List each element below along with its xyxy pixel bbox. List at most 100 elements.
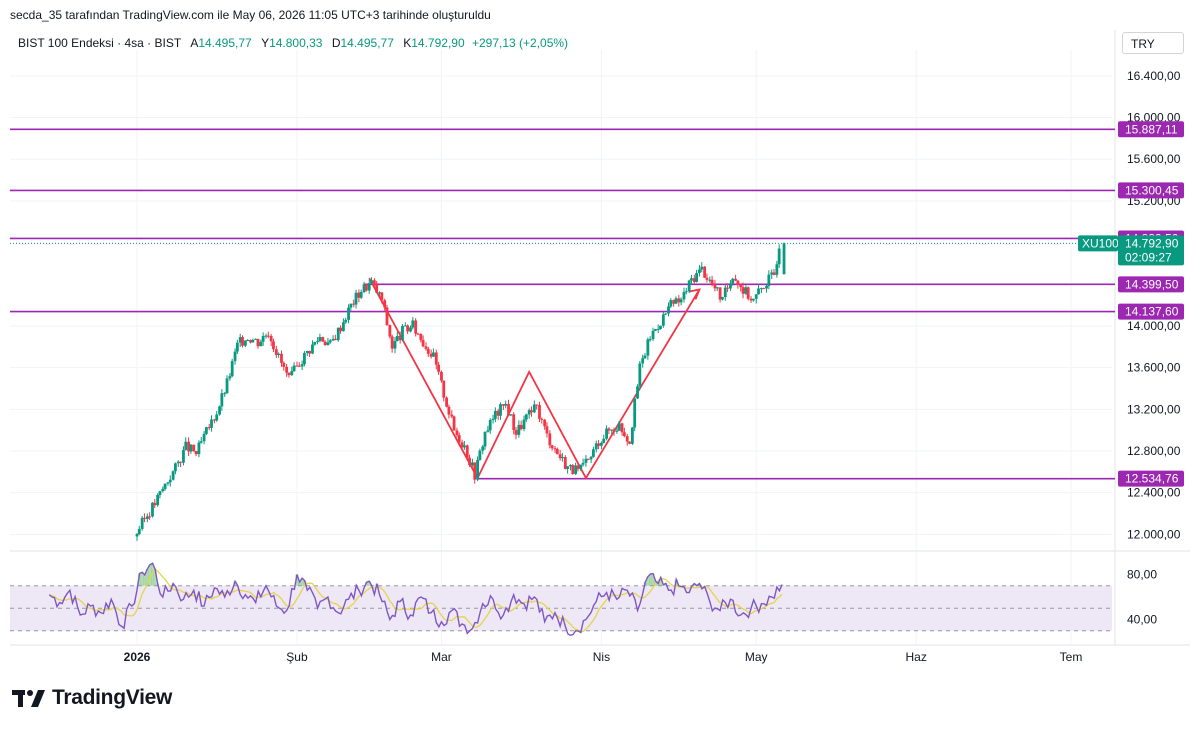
candle-body bbox=[667, 306, 670, 314]
candle-body bbox=[555, 448, 559, 455]
candle-body bbox=[455, 430, 459, 436]
level-price-tag-text: 15.300,45 bbox=[1125, 183, 1179, 197]
candle-body bbox=[504, 403, 508, 406]
candle-body bbox=[692, 278, 696, 282]
candle-body bbox=[207, 427, 211, 429]
candle-body bbox=[749, 298, 753, 301]
candle-body bbox=[462, 445, 466, 448]
pattern-arrowhead bbox=[689, 288, 701, 300]
horizontal-levels bbox=[10, 128, 1115, 480]
candle-body bbox=[591, 449, 595, 457]
rsi-line bbox=[48, 562, 783, 637]
candle-body bbox=[703, 266, 707, 278]
candle-body bbox=[432, 352, 435, 357]
time-tick-label: Nis bbox=[593, 650, 610, 664]
tradingview-logo[interactable]: TradingView bbox=[12, 686, 172, 710]
candle-body bbox=[672, 300, 676, 304]
level-price-tag bbox=[1118, 303, 1184, 320]
candle-body bbox=[135, 533, 139, 537]
candle-body bbox=[682, 292, 686, 300]
candle-body bbox=[411, 320, 415, 328]
time-tick-label: May bbox=[745, 650, 768, 664]
tradingview-logo-icon bbox=[12, 690, 45, 707]
low-value: 14.495,77 bbox=[340, 36, 394, 50]
candle-body bbox=[550, 445, 554, 449]
candle-body bbox=[440, 371, 443, 381]
candle-body bbox=[228, 376, 232, 379]
price-tick-label: 12.000,00 bbox=[1127, 527, 1181, 541]
candle-body bbox=[493, 410, 497, 419]
candle-body bbox=[679, 299, 683, 303]
candle-body bbox=[723, 287, 727, 298]
candle-body bbox=[625, 436, 629, 442]
currency-selector[interactable]: TRY bbox=[1122, 32, 1184, 54]
pattern-drawing bbox=[368, 277, 701, 481]
candle-body bbox=[187, 441, 191, 452]
candle-body bbox=[512, 414, 516, 430]
candle-body bbox=[192, 444, 196, 452]
candle-body bbox=[770, 272, 774, 275]
candle-body bbox=[161, 488, 165, 492]
candle-body bbox=[442, 380, 446, 398]
candle-body bbox=[249, 339, 252, 343]
close-key: K bbox=[403, 36, 412, 50]
high-value: 14.800,33 bbox=[269, 36, 323, 50]
candle-body bbox=[266, 335, 270, 337]
price-tick-label: 13.200,00 bbox=[1127, 402, 1181, 416]
candle-body bbox=[383, 300, 387, 308]
candle-body bbox=[311, 344, 314, 354]
candle-body bbox=[409, 327, 412, 332]
candle-body bbox=[548, 433, 552, 446]
candle-body bbox=[610, 429, 614, 431]
candle-body bbox=[765, 285, 768, 289]
candle-body bbox=[156, 494, 160, 506]
candle-body bbox=[326, 342, 330, 345]
candle-body bbox=[638, 363, 642, 387]
candle-body bbox=[331, 338, 335, 341]
candle-body bbox=[481, 446, 485, 451]
candle-body bbox=[290, 371, 294, 376]
candle-body bbox=[403, 325, 407, 327]
last-price-tag-text: 14.792,90 bbox=[1125, 236, 1179, 250]
price-tags: 15.887,1115.300,4514.839,5014.399,5014.1… bbox=[1078, 121, 1184, 487]
candle-body bbox=[759, 288, 763, 290]
time-tick-label: 2026 bbox=[124, 650, 151, 664]
candle-body bbox=[401, 325, 404, 341]
candle-body bbox=[333, 338, 337, 341]
candle-body bbox=[184, 441, 188, 450]
candle-body bbox=[700, 266, 704, 270]
candle-body bbox=[352, 303, 356, 305]
candle-body bbox=[584, 458, 588, 463]
candle-body bbox=[220, 393, 224, 407]
candle-body bbox=[390, 336, 394, 349]
candle-body bbox=[471, 462, 474, 466]
symbol-name[interactable]: BIST 100 Endeksi · 4sa · BIST bbox=[18, 36, 181, 50]
candle-body bbox=[179, 461, 182, 463]
candle-body bbox=[321, 336, 325, 342]
candle-body bbox=[429, 353, 433, 357]
level-price-tag-text: 14.399,50 bbox=[1125, 277, 1179, 291]
candle-body bbox=[581, 462, 585, 465]
candle-body bbox=[202, 433, 206, 442]
candle-body bbox=[561, 457, 564, 459]
time-tick-label: Şub bbox=[286, 650, 308, 664]
candle-body bbox=[615, 430, 619, 432]
candle-body bbox=[148, 516, 152, 518]
candle-body bbox=[630, 427, 634, 444]
candle-body bbox=[292, 365, 296, 372]
axes: 16.400,0016.000,0015.600,0015.200,0014.0… bbox=[124, 69, 1181, 664]
candle-body bbox=[739, 284, 743, 288]
candle-body bbox=[698, 269, 701, 274]
candle-body bbox=[447, 406, 451, 415]
candle-body bbox=[741, 287, 745, 294]
candle-body bbox=[450, 414, 454, 417]
candle-body bbox=[318, 336, 322, 342]
candle-body bbox=[540, 418, 544, 420]
candle-body bbox=[238, 337, 242, 343]
candle-body bbox=[646, 339, 650, 356]
candle-body bbox=[656, 329, 660, 331]
candle-body bbox=[751, 298, 755, 301]
candle-body bbox=[772, 272, 776, 275]
candle-body bbox=[171, 471, 175, 480]
